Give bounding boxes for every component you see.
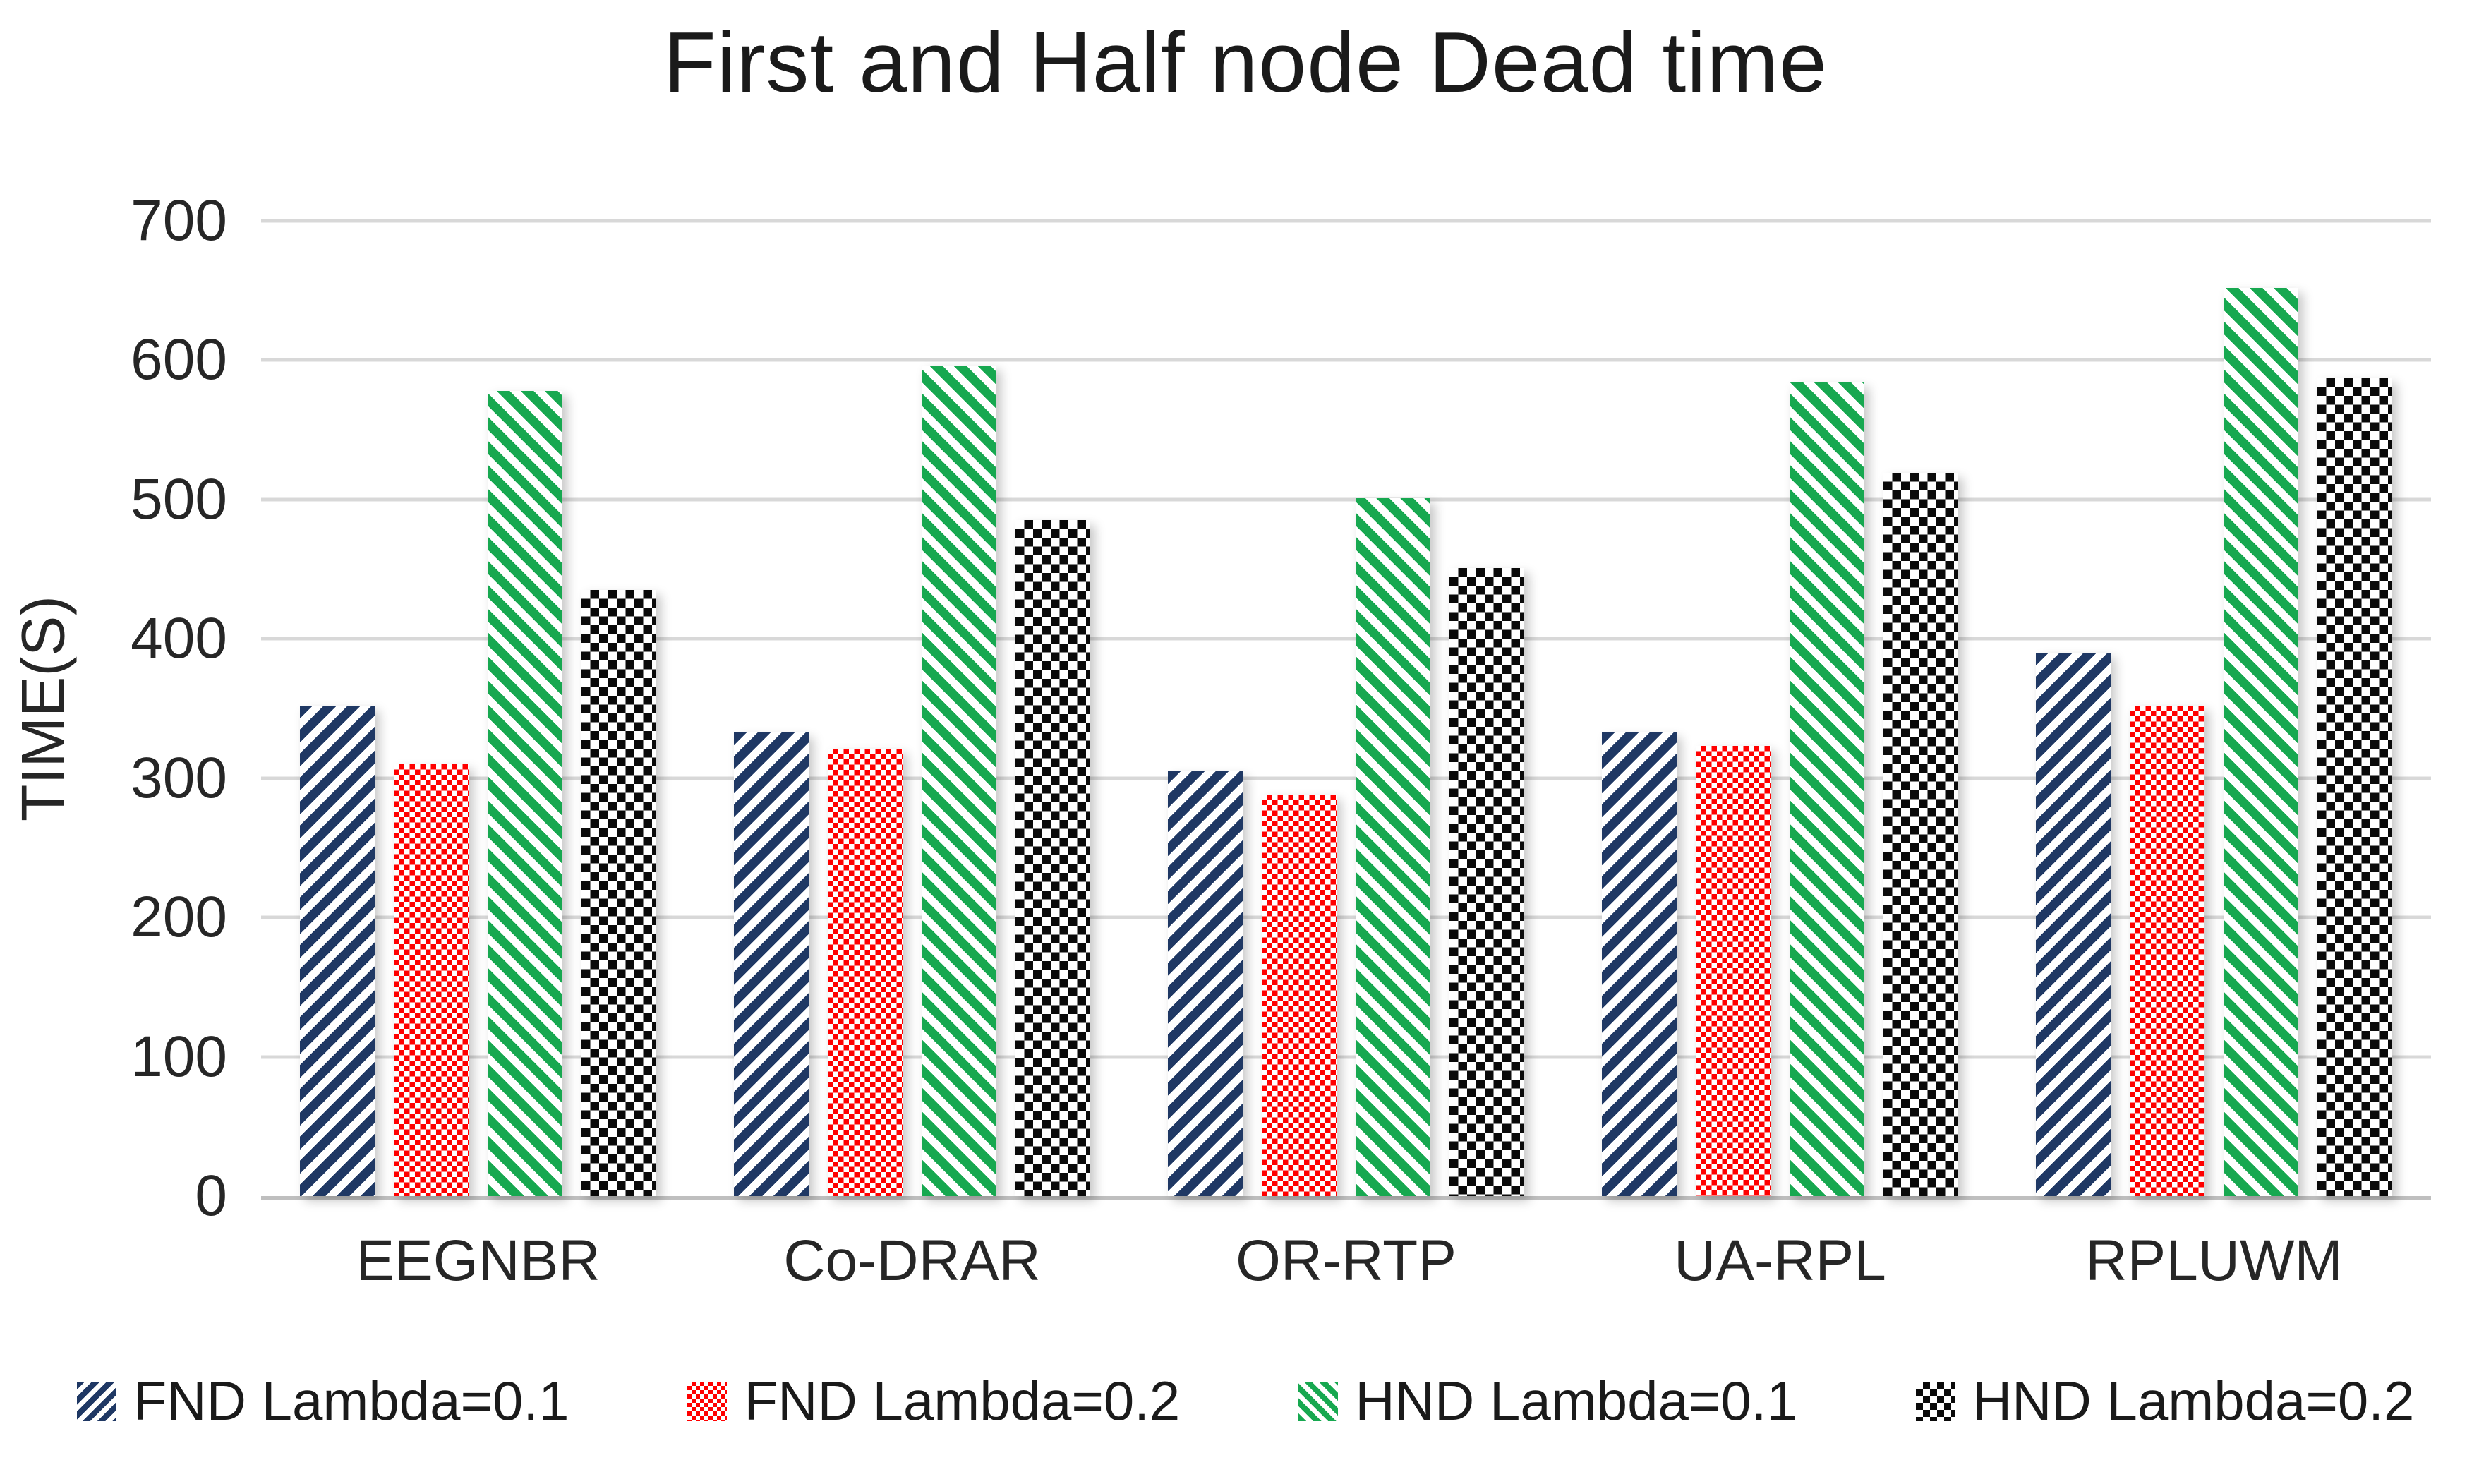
bar	[828, 749, 903, 1196]
legend-swatch-icon	[1915, 1381, 1955, 1421]
bar-group-or-rtp	[1129, 221, 1563, 1196]
bar	[581, 590, 656, 1196]
bar	[1883, 473, 1958, 1196]
bar	[1015, 520, 1090, 1196]
gridline	[261, 497, 2431, 502]
x-axis-label: UA-RPL	[1674, 1229, 1886, 1293]
legend-label: FND Lambda=0.2	[744, 1370, 1181, 1432]
legend-item: HND Lambda=0.2	[1915, 1369, 2415, 1433]
bar	[2224, 287, 2298, 1196]
gridline	[261, 776, 2431, 780]
legend-item: HND Lambda=0.1	[1298, 1369, 1797, 1433]
bar	[1602, 732, 1677, 1196]
chart-title: First and Half node Dead time	[663, 14, 1828, 110]
bar-group-eegnbr	[261, 221, 695, 1196]
bar	[1790, 382, 1864, 1196]
legend-item: FND Lambda=0.2	[687, 1369, 1180, 1433]
legend-label: HND Lambda=0.2	[1972, 1370, 2415, 1432]
y-tick-label: 100	[131, 1024, 227, 1089]
x-axis-label: Co-DRAR	[783, 1229, 1041, 1293]
legend: FND Lambda=0.1 FND Lambda=0.2 HND Lambda=0…	[0, 1369, 2491, 1433]
bar	[300, 706, 375, 1196]
y-tick-label: 300	[131, 745, 227, 810]
plot-area	[261, 219, 2431, 1200]
x-axis-label: OR-RTP	[1236, 1229, 1456, 1293]
bar	[922, 366, 996, 1196]
x-axis-label: RPLUWM	[2085, 1229, 2343, 1293]
bar	[1262, 795, 1337, 1196]
y-tick-label: 400	[131, 606, 227, 671]
bar	[488, 390, 562, 1196]
y-tick-label: 0	[195, 1164, 227, 1228]
y-axis-ticks: 700 600 500 400 300 200 100 0	[0, 192, 227, 1225]
legend-swatch-icon	[76, 1381, 116, 1421]
legend-item: FND Lambda=0.1	[76, 1369, 569, 1433]
bar	[2317, 378, 2392, 1196]
gridline	[261, 219, 2431, 223]
bar	[2036, 653, 2111, 1196]
bar-group-rpluwm	[1997, 221, 2431, 1196]
x-axis-label: EEGNBR	[356, 1229, 601, 1293]
bar	[734, 732, 809, 1196]
legend-swatch-icon	[687, 1381, 728, 1421]
bar	[1356, 497, 1430, 1196]
legend-label: FND Lambda=0.1	[133, 1370, 569, 1432]
x-axis-labels: EEGNBR Co-DRAR OR-RTP UA-RPL RPLUWM	[261, 1228, 2431, 1294]
bar-group-co-drar	[695, 221, 1129, 1196]
gridline	[261, 358, 2431, 362]
bar	[394, 764, 469, 1196]
bar	[1696, 746, 1771, 1196]
bar	[2130, 706, 2204, 1196]
bars-container	[261, 221, 2431, 1196]
bar	[1449, 567, 1524, 1196]
bar-group-ua-rpl	[1563, 221, 1997, 1196]
y-tick-label: 700	[131, 188, 227, 253]
y-tick-label: 200	[131, 885, 227, 950]
y-tick-label: 500	[131, 466, 227, 531]
legend-label: HND Lambda=0.1	[1355, 1370, 1797, 1432]
gridline	[261, 915, 2431, 919]
legend-swatch-icon	[1298, 1381, 1339, 1421]
gridline	[261, 637, 2431, 641]
y-tick-label: 600	[131, 327, 227, 392]
bar	[1168, 771, 1243, 1196]
gridline	[261, 1055, 2431, 1059]
